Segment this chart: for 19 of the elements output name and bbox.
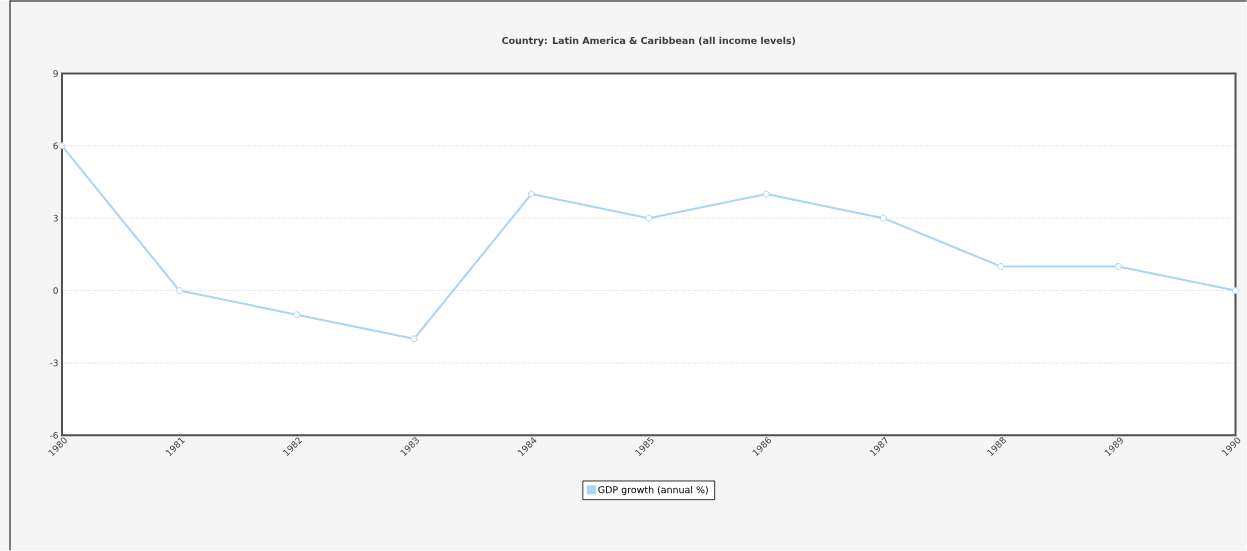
point [175, 287, 183, 295]
y-tick-label: 0 [53, 287, 58, 295]
chart-title: Country: Latin America & Caribbean (all income levels) [502, 36, 796, 47]
point [1114, 263, 1122, 271]
legend-label: GDP growth (annual %) [598, 486, 708, 496]
y-tick-label: -6 [49, 432, 58, 439]
point [997, 263, 1005, 271]
point [1232, 287, 1240, 295]
point [879, 214, 887, 222]
point [762, 190, 770, 198]
point [527, 190, 535, 198]
point [293, 311, 301, 319]
y-tick-label: 9 [53, 70, 58, 77]
point [645, 214, 653, 222]
point [58, 142, 66, 150]
point [410, 335, 418, 343]
y-tick-label: 6 [53, 142, 58, 150]
y-tick-label: 3 [53, 214, 58, 222]
y-tick-label: -3 [49, 359, 58, 367]
